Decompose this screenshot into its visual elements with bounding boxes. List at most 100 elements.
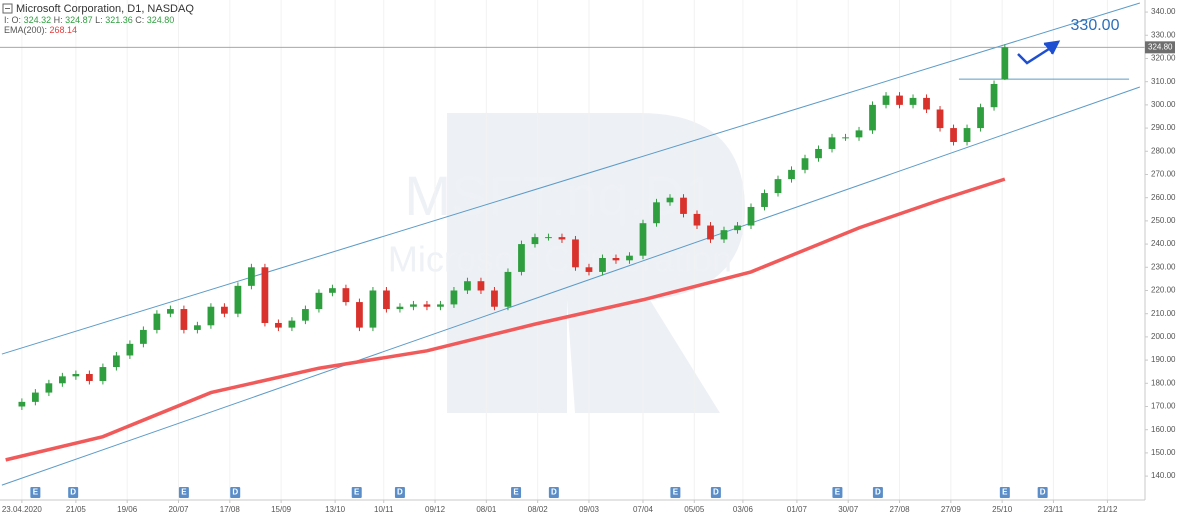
candle-body xyxy=(45,383,53,393)
y-tick-label: 150.00 xyxy=(1151,448,1176,457)
candle-body xyxy=(1001,47,1009,80)
ohlc-prefix: I: xyxy=(4,15,9,25)
event-marker xyxy=(351,487,362,498)
event-label: E xyxy=(513,488,519,497)
x-tick-label: 09/12 xyxy=(425,505,446,514)
candle-body xyxy=(248,267,255,286)
x-tick-label: 27/08 xyxy=(890,505,911,514)
x-tick-label: 15/09 xyxy=(271,505,292,514)
event-label: E xyxy=(181,488,187,497)
candle-body xyxy=(72,374,80,377)
event-marker xyxy=(548,487,559,498)
candle-body xyxy=(680,197,687,214)
y-tick-label: 140.00 xyxy=(1151,471,1176,480)
event-marker xyxy=(30,487,41,498)
watermark-name: Microsoft Corporation xyxy=(388,239,732,280)
x-tick-label: 21/05 xyxy=(66,505,87,514)
candle-body xyxy=(410,304,417,307)
candle-body xyxy=(882,95,890,105)
event-label: D xyxy=(232,488,238,497)
candle-body xyxy=(761,193,768,207)
candle-body xyxy=(207,306,215,326)
event-marker xyxy=(999,487,1010,498)
x-tick-label: 27/09 xyxy=(941,505,962,514)
event-label: E xyxy=(835,488,841,497)
candle-body xyxy=(221,306,228,314)
candle-body xyxy=(464,281,471,291)
candle-body xyxy=(32,392,39,402)
candle-body xyxy=(855,130,863,138)
y-tick-label: 250.00 xyxy=(1151,216,1176,225)
ohlc-value: 321.36 xyxy=(105,15,133,25)
x-tick-label: 25/10 xyxy=(992,505,1013,514)
ohlc-value: 324.87 xyxy=(65,15,93,25)
event-label: D xyxy=(397,488,403,497)
candle-body xyxy=(342,288,350,303)
candle-body xyxy=(693,213,701,226)
candle-body xyxy=(896,95,903,105)
event-label: E xyxy=(354,488,360,497)
event-label: D xyxy=(70,488,76,497)
y-tick-label: 180.00 xyxy=(1151,378,1176,387)
last-price-box xyxy=(1145,41,1175,54)
y-tick-label: 210.00 xyxy=(1151,309,1176,318)
y-tick-label: 320.00 xyxy=(1151,54,1176,63)
ohlc-key: H: xyxy=(54,15,63,25)
event-marker xyxy=(872,487,883,498)
candle-body xyxy=(707,225,714,240)
candle-body xyxy=(518,244,525,272)
y-tick-label: 170.00 xyxy=(1151,402,1176,411)
candle-body xyxy=(936,109,944,129)
collapse-icon[interactable] xyxy=(2,3,13,14)
candle-body xyxy=(180,309,188,330)
x-tick-label: 08/01 xyxy=(476,505,497,514)
candle-body xyxy=(234,285,242,314)
y-tick-label: 330.00 xyxy=(1151,30,1176,39)
candle-body xyxy=(491,290,498,307)
candle-body xyxy=(275,322,282,328)
candle-body xyxy=(734,225,741,231)
event-marker xyxy=(670,487,681,498)
x-tick-label: 21/12 xyxy=(1097,505,1118,514)
y-tick-label: 160.00 xyxy=(1151,425,1176,434)
candle-body xyxy=(815,148,822,159)
candle-body xyxy=(315,292,323,310)
candle-body xyxy=(788,169,795,180)
x-tick-label: 01/07 xyxy=(787,505,808,514)
candle-body xyxy=(558,237,566,240)
y-tick-label: 220.00 xyxy=(1151,286,1176,295)
x-tick-label: 07/04 xyxy=(633,505,654,514)
candle-body xyxy=(329,288,336,293)
y-tick-label: 310.00 xyxy=(1151,77,1176,86)
event-marker xyxy=(832,487,843,498)
y-tick-label: 190.00 xyxy=(1151,355,1176,364)
last-price-label: 324.80 xyxy=(1148,42,1173,51)
x-tick-label: 17/08 xyxy=(220,505,241,514)
ohlc-line: I: O: 324.32 H: 324.87 L: 321.36 C: 324.… xyxy=(4,15,174,25)
x-tick-label: 09/03 xyxy=(579,505,600,514)
event-label: D xyxy=(713,488,719,497)
candle-body xyxy=(747,206,755,226)
candle-body xyxy=(86,374,93,381)
candle-body xyxy=(977,107,984,129)
y-tick-label: 260.00 xyxy=(1151,193,1176,202)
candle-body xyxy=(545,237,552,239)
ohlc-key: L: xyxy=(95,15,103,25)
trend-line xyxy=(1,2,1141,355)
event-label: E xyxy=(1002,488,1008,497)
watermark-logo xyxy=(447,113,745,413)
ema-line: EMA(200): 268.14 xyxy=(4,25,77,35)
candle-body xyxy=(653,202,660,224)
event-label: D xyxy=(551,488,557,497)
candle-body xyxy=(396,306,404,310)
candle-body xyxy=(261,267,269,323)
event-marker xyxy=(68,487,79,498)
ema-value: 268.14 xyxy=(50,25,78,35)
x-tick-label: 08/02 xyxy=(528,505,549,514)
y-tick-label: 340.00 xyxy=(1151,7,1176,16)
candle-body xyxy=(666,197,674,203)
candle-body xyxy=(113,355,120,368)
event-label: E xyxy=(673,488,679,497)
event-label: D xyxy=(1040,488,1046,497)
